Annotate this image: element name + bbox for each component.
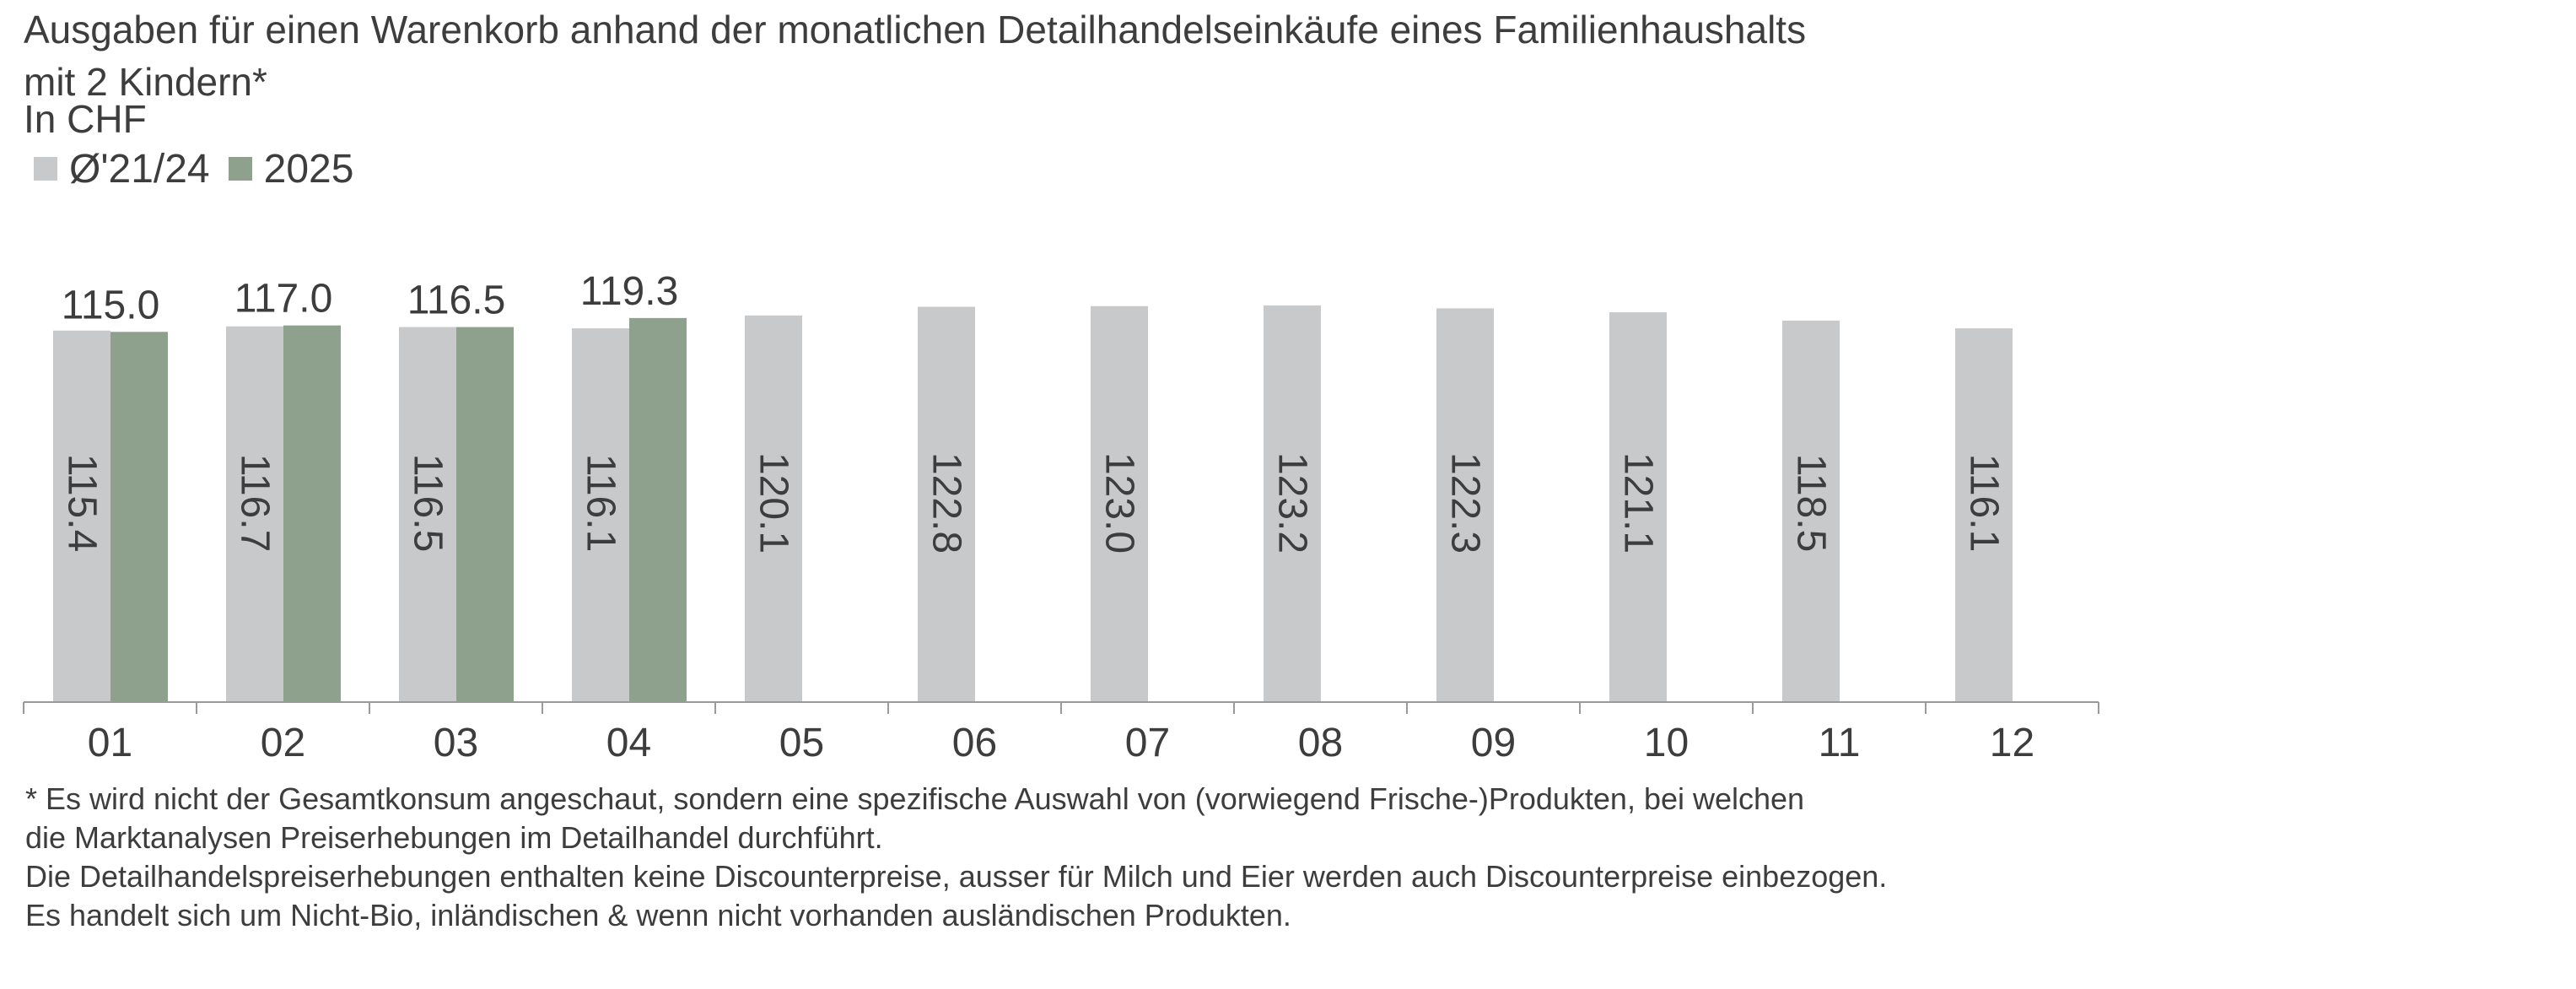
- footnote-line-3: Die Detailhandelspreiserhebungen enthalt…: [25, 859, 1888, 894]
- bar-average-06: [918, 306, 975, 702]
- bar-label-2025-02: 117.0: [234, 277, 333, 322]
- x-tick-label-09: 09: [1471, 721, 1516, 765]
- legend-swatch-average: [34, 157, 57, 181]
- chart-subtitle: In CHF: [24, 97, 147, 141]
- x-tick-label-01: 01: [88, 721, 132, 765]
- bar-chart: 115.4 115.0 01 116.7 117.0 02 116.5 116.5 03 116.…: [23, 269, 2099, 765]
- footnote-line-1: * Es wird nicht der Gesamtkonsum angesch…: [25, 781, 1805, 816]
- bar-label-average-05: 120.1: [752, 452, 796, 554]
- bar-average-03: [399, 327, 456, 702]
- bar-label-average-06: 122.8: [924, 452, 969, 554]
- x-tick-label-04: 04: [606, 721, 651, 765]
- x-tick-label-12: 12: [1990, 721, 2034, 765]
- bar-average-05: [745, 315, 802, 702]
- bar-average-04: [572, 328, 629, 702]
- footnote-line-2: die Marktanalysen Preiserhebungen im Det…: [25, 820, 883, 855]
- bar-average-02: [226, 326, 283, 702]
- x-tick-label-10: 10: [1644, 721, 1689, 765]
- bar-label-2025-04: 119.3: [580, 269, 679, 314]
- x-tick-label-02: 02: [261, 721, 305, 765]
- legend-item-average: Ø'21/24: [34, 146, 210, 192]
- bar-average-11: [1782, 320, 1840, 702]
- chart-title-line-2: mit 2 Kindern*: [24, 60, 267, 104]
- x-tick-label-08: 08: [1298, 721, 1343, 765]
- bar-label-average-02: 116.7: [233, 454, 278, 553]
- bar-2025-02: [283, 325, 341, 702]
- chart-title: Ausgaben für einen Warenkorb anhand der …: [24, 3, 2183, 108]
- chart-title-line-1: Ausgaben für einen Warenkorb anhand der …: [24, 8, 1807, 51]
- footnote-line-4: Es handelt sich um Nicht-Bio, inländisch…: [25, 898, 1291, 932]
- bar-average-09: [1436, 308, 1494, 702]
- bar-label-average-01: 115.4: [60, 454, 105, 553]
- bar-average-07: [1091, 305, 1148, 702]
- bar-average-08: [1264, 305, 1321, 702]
- bar-label-average-10: 121.1: [1616, 452, 1661, 554]
- bar-average-12: [1955, 328, 2013, 702]
- legend-item-2025: 2025: [228, 146, 354, 192]
- legend-swatch-2025: [228, 157, 252, 181]
- bar-label-average-09: 122.3: [1443, 452, 1488, 554]
- bar-2025-04: [629, 317, 687, 702]
- x-tick-label-05: 05: [779, 721, 824, 765]
- footnote: * Es wird nicht der Gesamtkonsum angesch…: [25, 780, 2218, 935]
- legend-label-average: Ø'21/24: [69, 146, 210, 192]
- bar-label-2025-03: 116.5: [407, 278, 506, 323]
- bar-label-average-08: 123.2: [1270, 452, 1315, 554]
- bar-2025-03: [456, 327, 514, 702]
- x-tick-label-07: 07: [1125, 721, 1170, 765]
- x-tick-label-03: 03: [434, 721, 478, 765]
- chart-legend: Ø'21/24 2025: [34, 143, 372, 194]
- bar-average-01: [53, 330, 110, 702]
- x-tick-label-06: 06: [952, 721, 997, 765]
- legend-label-2025: 2025: [263, 146, 354, 192]
- bar-label-average-04: 116.1: [579, 454, 623, 553]
- bar-label-average-03: 116.5: [406, 454, 450, 553]
- bar-label-2025-01: 115.0: [62, 283, 160, 327]
- bar-average-10: [1609, 312, 1667, 702]
- bar-label-average-07: 123.0: [1097, 452, 1142, 554]
- bar-2025-01: [110, 332, 168, 702]
- bar-label-average-11: 118.5: [1789, 454, 1834, 553]
- bar-label-average-12: 116.1: [1962, 454, 2007, 553]
- x-tick-label-11: 11: [1819, 721, 1861, 765]
